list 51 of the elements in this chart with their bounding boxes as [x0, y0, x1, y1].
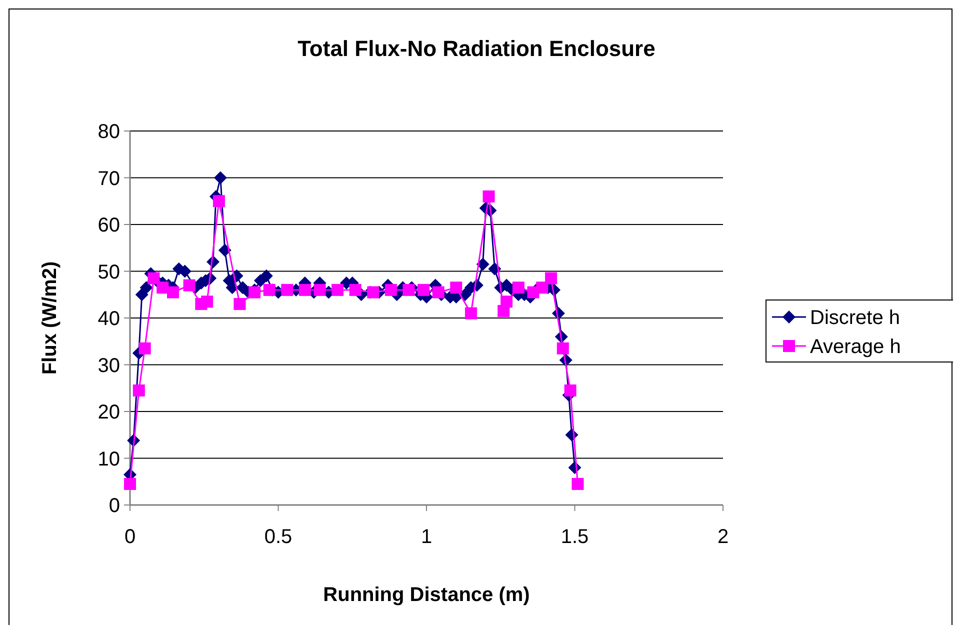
- point: [132, 384, 145, 396]
- point: [156, 282, 169, 294]
- point: [482, 190, 495, 202]
- point: [349, 284, 362, 296]
- point: [450, 282, 462, 294]
- x-tick-label: 1.5: [560, 526, 589, 548]
- point: [248, 286, 261, 298]
- point: [418, 284, 430, 296]
- point: [281, 284, 294, 296]
- point: [298, 284, 311, 296]
- y-tick-label: 40: [98, 308, 120, 330]
- point: [263, 284, 276, 296]
- point: [384, 284, 397, 296]
- point: [556, 342, 569, 354]
- legend-label: Discrete h: [810, 307, 900, 329]
- point: [124, 478, 136, 490]
- y-axis-title: Flux (W/m2): [39, 261, 61, 375]
- x-tick-label: 1: [420, 526, 432, 548]
- point: [212, 195, 225, 208]
- y-tick-label: 70: [98, 168, 120, 190]
- x-tick-label: 0.5: [264, 526, 292, 548]
- point: [545, 272, 558, 284]
- y-tick-label: 20: [98, 402, 120, 424]
- point: [332, 284, 344, 296]
- point: [402, 284, 415, 296]
- point: [148, 272, 160, 284]
- x-axis-title: Running Distance (m): [323, 584, 530, 606]
- point: [464, 307, 477, 320]
- point: [314, 284, 326, 296]
- y-tick-label: 50: [98, 261, 120, 284]
- point: [572, 478, 584, 490]
- point: [166, 286, 179, 298]
- chart-title: Total Flux-No Radiation Enclosure: [298, 36, 656, 61]
- legend-label: Average h: [810, 336, 901, 358]
- point: [564, 384, 576, 396]
- y-tick-label: 30: [98, 354, 120, 377]
- y-tick-label: 0: [108, 495, 120, 517]
- y-tick-label: 10: [98, 448, 120, 470]
- point: [234, 298, 246, 310]
- y-tick-label: 60: [98, 214, 120, 236]
- point: [138, 342, 151, 354]
- point: [201, 296, 214, 308]
- point: [512, 282, 524, 294]
- x-tick-label: 2: [717, 526, 729, 548]
- point: [183, 279, 196, 292]
- point: [432, 286, 444, 298]
- y-tick-label: 80: [98, 121, 120, 143]
- point: [500, 296, 513, 308]
- x-tick-label: 0: [124, 526, 136, 548]
- point: [536, 282, 548, 294]
- point: [367, 286, 380, 298]
